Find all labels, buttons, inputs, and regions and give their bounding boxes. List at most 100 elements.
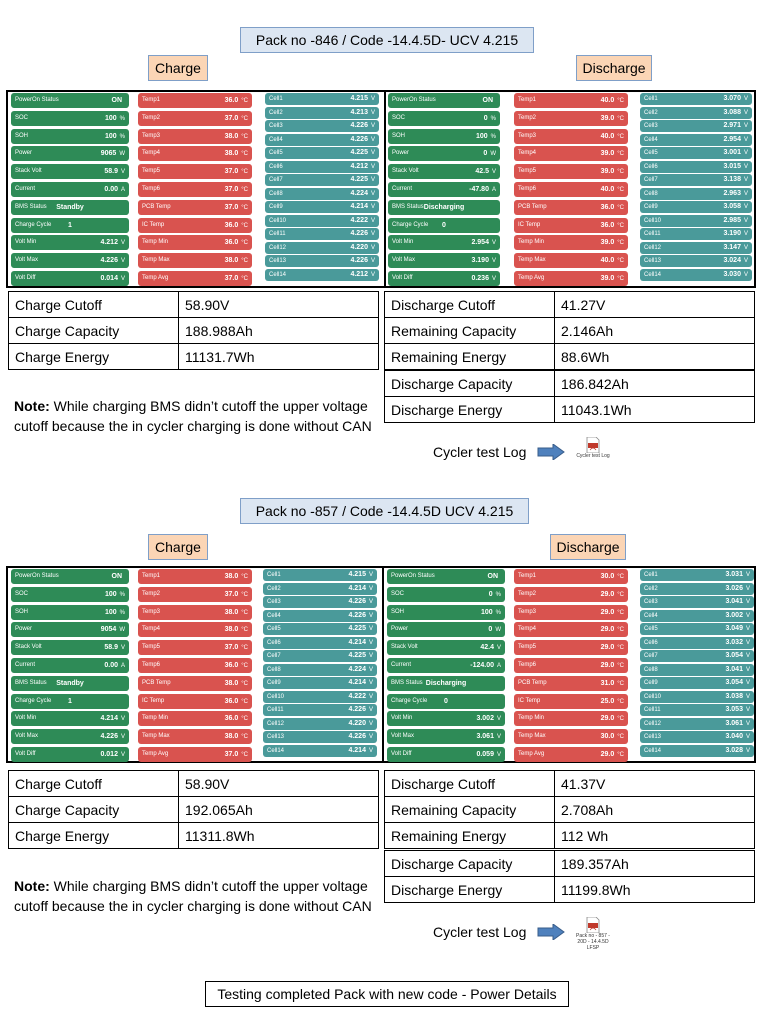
temp-value: 37.0 °C [224, 168, 248, 176]
row-key: Remaining Energy [384, 822, 555, 849]
temp-value: 37.0 °C [224, 590, 248, 598]
status-value: 9065 W [100, 150, 125, 158]
temp-tile: Temp1 40.0 °C [514, 93, 628, 108]
status-tile: Volt Max 4.226 V [11, 253, 129, 269]
status-tile: BMS Status Discharging [388, 199, 500, 215]
temp-tile: Temp6 29.0 °C [514, 658, 628, 673]
cycler-log-file[interactable]: Pack no - 857 - 20D - 14.4.5D LFSP [573, 917, 613, 951]
status-value: 1 [68, 697, 72, 705]
table-row: Charge Capacity 192.065Ah [8, 796, 379, 823]
status-label: Volt Diff [392, 275, 413, 281]
status-value: 0% [483, 114, 496, 122]
temp-value: 40.0 °C [600, 132, 624, 140]
cell-label: Cell14 [644, 747, 662, 754]
status-tile: SOH 100% [387, 604, 505, 620]
table-row: Discharge Energy 11199.8Wh [384, 876, 755, 903]
temp-tile: Temp Min 39.0 °C [514, 235, 628, 251]
cell-label: Cell13 [644, 258, 662, 264]
temp-tile: Temp3 38.0 °C [138, 128, 252, 144]
status-tile: BMS Status Standby [11, 199, 129, 215]
status-value: 58.9 V [104, 644, 125, 652]
temp-label: Temp5 [518, 168, 537, 175]
status-label: SOC [15, 114, 29, 121]
status-value: 0.012 V [100, 751, 125, 758]
status-label: Charge Cycle [15, 221, 52, 228]
row-value: 41.37V [554, 770, 755, 797]
temp-label: Temp4 [518, 150, 537, 157]
cell-value: 3.041 V [725, 665, 750, 673]
temp-value: 38.0 °C [224, 573, 248, 580]
cell-tile: Cell6 3.015 V [640, 160, 752, 173]
status-value: 100% [104, 608, 125, 616]
status-tile: Charge Cycle 0 [388, 217, 500, 233]
temp-value: 38.0 °C [224, 679, 248, 687]
cell-label: Cell2 [269, 109, 283, 116]
note-text: Note: While charging BMS didn’t cutoff t… [14, 398, 372, 434]
temp-value: 29.0 °C [600, 608, 624, 616]
cycler-log-file[interactable]: Cycler test Log [573, 437, 613, 459]
temp-label: PCB Temp [518, 679, 547, 686]
status-value: 0.00 A [104, 186, 125, 193]
cell-tile: Cell6 4.214 V [263, 636, 377, 649]
temp-tile: Temp Max 40.0 °C [514, 253, 628, 269]
table-row: Remaining Energy 88.6Wh [384, 343, 755, 370]
status-value: 0 [444, 697, 448, 705]
temp-tile: Temp Avg 37.0 °C [138, 271, 252, 286]
temp-tile: PCB Temp 37.0 °C [138, 199, 252, 215]
temp-value: 38.0 °C [224, 132, 248, 140]
status-tile: Current 0.00 A [11, 658, 129, 673]
temp-label: Temp6 [142, 186, 161, 192]
cell-tile: Cell13 3.040 V [640, 731, 754, 743]
cell-value: 4.224 V [348, 665, 373, 673]
status-tile: SOC 100% [11, 586, 129, 602]
temp-tile: IC Temp 36.0 °C [138, 217, 252, 233]
table-row: Charge Energy 11311.8Wh [8, 822, 379, 849]
cell-label: Cell5 [644, 150, 658, 156]
cell-tile: Cell12 3.147 V [640, 241, 752, 254]
temp-label: Temp5 [518, 644, 537, 651]
discharge-bms-screen: PowerOn Status ON SOC 0% SOH 100% Power 0 W Stack… [382, 568, 756, 762]
cell-tile: Cell3 4.226 V [263, 596, 377, 608]
cell-tile: Cell14 4.214 V [263, 744, 377, 757]
status-tile: SOC 100% [11, 110, 129, 126]
cell-value: 4.226 V [350, 135, 375, 143]
cell-value: 3.070 V [723, 95, 748, 102]
cell-label: Cell5 [267, 626, 281, 632]
row-value: 41.27V [554, 291, 755, 318]
temp-tile: IC Temp 36.0 °C [514, 217, 628, 233]
table-row: Discharge Cutoff 41.27V [384, 291, 755, 318]
cell-value: 4.213 V [350, 108, 375, 116]
status-label: SOH [15, 132, 29, 139]
status-label: BMS Status [391, 679, 423, 686]
cell-value: 4.214 V [350, 203, 375, 210]
cell-tile: Cell14 3.030 V [640, 268, 752, 281]
cell-label: Cell3 [644, 123, 658, 129]
table-row: Discharge Capacity 186.842Ah [384, 370, 755, 397]
arrow-right-icon [537, 444, 565, 460]
row-value: 11311.8Wh [178, 822, 379, 849]
cell-label: Cell7 [644, 177, 658, 183]
temp-label: Temp Avg [518, 751, 545, 757]
status-value: -124.00 A [470, 662, 501, 669]
cell-label: Cell9 [267, 680, 281, 686]
cell-value: 4.226 V [350, 257, 375, 264]
cell-label: Cell9 [269, 204, 283, 210]
cell-label: Cell4 [644, 136, 658, 143]
status-label: Stack Volt [15, 644, 42, 651]
temp-label: Temp Max [518, 257, 546, 264]
cell-value: 3.024 V [723, 257, 748, 264]
row-key: Charge Cutoff [8, 291, 179, 318]
table-row: Charge Capacity 188.988Ah [8, 317, 379, 344]
temp-value: 38.0 °C [224, 626, 248, 634]
temp-label: Temp1 [518, 573, 537, 579]
status-value: 42.4 V [480, 644, 501, 652]
status-tile: Volt Min 2.954 V [388, 235, 500, 251]
status-tile: Volt Diff 0.236 V [388, 271, 500, 286]
cell-value: 4.214 V [348, 584, 373, 592]
temp-tile: Temp Avg 37.0 °C [138, 747, 252, 762]
cell-value: 3.058 V [723, 203, 748, 210]
cell-label: Cell3 [644, 599, 658, 605]
cell-label: Cell13 [269, 258, 287, 264]
temp-value: 36.0 °C [600, 221, 624, 229]
cell-label: Cell1 [267, 572, 281, 578]
